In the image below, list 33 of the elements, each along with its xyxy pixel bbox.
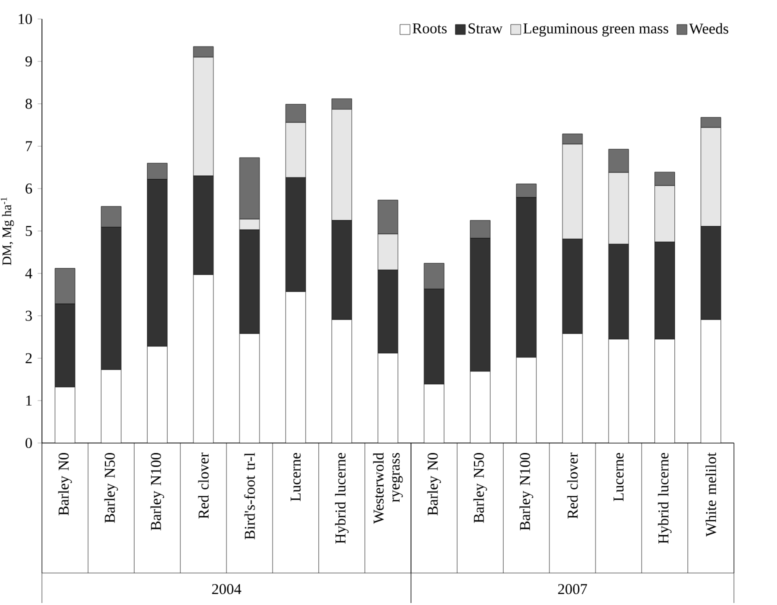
x-tick-label: White melilot: [706, 452, 716, 537]
y-tick-label: 3: [26, 310, 32, 321]
x-tick-label: Red clover: [567, 452, 578, 519]
y-tick-label: 2: [26, 353, 32, 364]
text: 2004: [212, 584, 242, 594]
x-tick-label: Lucerne: [290, 452, 301, 502]
x-tick-label: Hybrid lucerne: [334, 452, 349, 544]
x-tick-label: Barley N100: [150, 453, 164, 530]
y-tick-label: 9: [25, 56, 32, 66]
x-tick-label: Bird's-foot tr-l: [244, 452, 255, 540]
y-tick-label: 10: [18, 14, 32, 24]
x-tick-label: Lucerne: [614, 452, 624, 502]
y-tick-label: 6: [26, 184, 32, 194]
x-tick-label: Barley N50: [104, 453, 118, 523]
legend-label: Roots: [412, 23, 447, 34]
y-tick-label: 1: [26, 396, 32, 406]
x-tick-label: Barley N100: [520, 453, 534, 530]
x-tick-label: Barley N50: [473, 453, 488, 523]
y-tick-label: 5: [26, 226, 32, 236]
y-axis-title: DM, Mg ha$^{-1}$: [0, 197, 14, 266]
x-tick-label: Barley N0: [427, 453, 441, 516]
legend-label: Leguminous green mass: [523, 23, 668, 37]
legend-label: Weeds: [689, 23, 728, 34]
y-tick-label: 0: [26, 438, 32, 448]
text: 2007: [558, 584, 588, 594]
x-tick-label: Red clover: [198, 452, 209, 519]
x-tick-label: Westerwold ryegrass: [373, 452, 403, 524]
y-tick-label: 8: [26, 98, 32, 109]
x-tick-label: Barley N0: [58, 453, 72, 516]
legend-label: Straw: [468, 23, 503, 34]
y-tick-label: 7: [26, 141, 32, 152]
y-tick-label: 4: [25, 268, 32, 278]
x-tick-label: Hybrid lucerne: [658, 452, 672, 544]
